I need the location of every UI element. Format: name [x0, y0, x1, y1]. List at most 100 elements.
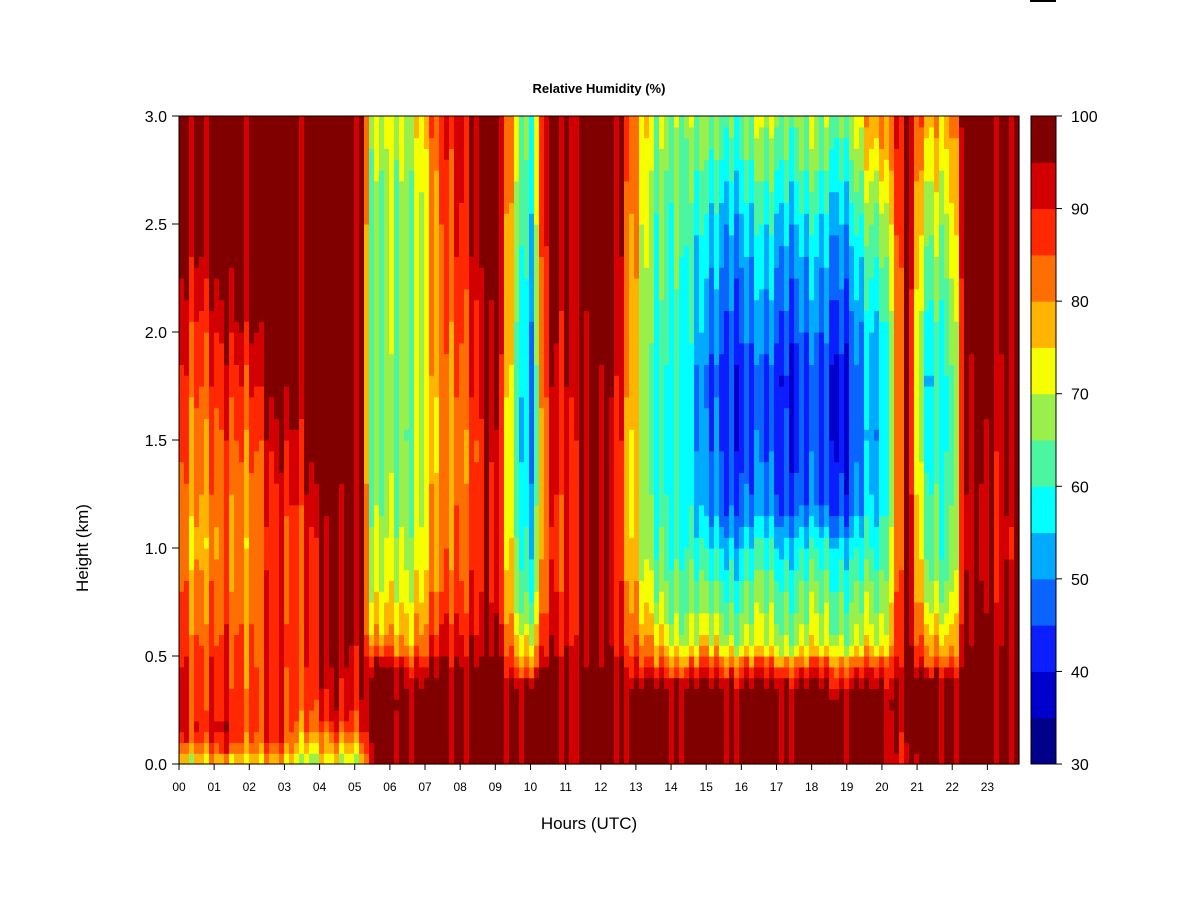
heatmap-cell [394, 137, 400, 149]
heatmap-cell [394, 602, 400, 614]
heatmap-cell [499, 569, 505, 581]
heatmap-cell [289, 321, 295, 333]
heatmap-cell [484, 537, 490, 549]
heatmap-cell [574, 375, 580, 387]
heatmap-cell [524, 645, 530, 657]
heatmap-cell [509, 731, 515, 743]
heatmap-cell [314, 720, 320, 733]
heatmap-cell [499, 537, 505, 549]
heatmap-cell [259, 656, 265, 668]
heatmap-cell [529, 612, 535, 625]
heatmap-cell [469, 688, 475, 700]
heatmap-cell [249, 558, 255, 571]
heatmap-cell [534, 137, 540, 149]
heatmap-cell [354, 126, 360, 139]
heatmap-cell [304, 148, 310, 160]
heatmap-cell [404, 656, 410, 668]
heatmap-cell [419, 602, 425, 614]
heatmap-cell [529, 407, 535, 419]
heatmap-cell [449, 472, 455, 484]
heatmap-cell [489, 256, 495, 268]
heatmap-cell [199, 591, 205, 603]
heatmap-cell [194, 526, 200, 538]
heatmap-cell [499, 440, 505, 452]
heatmap-cell [444, 202, 450, 214]
heatmap-cell [334, 526, 340, 538]
heatmap-cell [439, 288, 445, 301]
heatmap-cell [424, 429, 430, 441]
heatmap-cell [489, 450, 495, 463]
heatmap-cell [414, 321, 420, 333]
heatmap-cell [264, 548, 270, 560]
heatmap-cell [364, 580, 370, 592]
heatmap-cell [334, 580, 340, 592]
heatmap-cell [209, 245, 215, 257]
heatmap-cell [239, 472, 245, 484]
heatmap-cell [594, 623, 600, 635]
heatmap-cell [344, 278, 350, 290]
heatmap-cell [319, 602, 325, 614]
heatmap-cell [419, 310, 425, 322]
heatmap-cell [234, 645, 240, 657]
heatmap-cell [254, 116, 260, 128]
heatmap-cell [359, 710, 365, 722]
heatmap-cell [509, 526, 515, 538]
heatmap-cell [269, 515, 275, 527]
heatmap-cell [209, 288, 215, 301]
heatmap-cell [579, 537, 585, 549]
heatmap-cell [409, 278, 415, 290]
heatmap-cell [434, 429, 440, 441]
heatmap-cell [334, 191, 340, 203]
heatmap-cell [294, 656, 300, 668]
heatmap-cell [499, 494, 505, 506]
heatmap-cell [464, 753, 470, 765]
heatmap-cell [479, 364, 485, 376]
heatmap-cell [249, 180, 255, 193]
heatmap-cell [279, 623, 285, 635]
heatmap-cell [579, 656, 585, 668]
heatmap-cell [459, 537, 465, 549]
heatmap-cell [424, 580, 430, 592]
heatmap-cell [554, 288, 560, 301]
heatmap-cell [349, 591, 355, 603]
heatmap-cell [559, 483, 565, 495]
heatmap-cell [249, 602, 255, 614]
heatmap-cell [444, 526, 450, 538]
heatmap-cell [219, 245, 225, 257]
heatmap-cell [284, 310, 290, 322]
heatmap-cell [539, 504, 545, 517]
heatmap-cell [299, 202, 305, 214]
heatmap-cell [199, 116, 205, 128]
heatmap-cell [584, 342, 590, 355]
heatmap-cell [524, 375, 530, 387]
heatmap-cell [304, 710, 310, 722]
heatmap-cell [194, 645, 200, 657]
heatmap-cell [459, 580, 465, 592]
heatmap-cell [564, 396, 570, 409]
heatmap-cell [239, 429, 245, 441]
heatmap-cell [389, 753, 395, 765]
heatmap-cell [209, 580, 215, 592]
heatmap-cell [189, 429, 195, 441]
heatmap-cell [514, 116, 520, 128]
heatmap-cell [279, 440, 285, 452]
heatmap-cell [324, 342, 330, 355]
heatmap-cell [179, 267, 185, 279]
heatmap-cell [564, 375, 570, 387]
heatmap-cell [564, 612, 570, 625]
heatmap-cell [559, 666, 565, 679]
heatmap-cell [299, 548, 305, 560]
heatmap-cell [264, 332, 270, 344]
heatmap-cell [384, 731, 390, 743]
heatmap-cell [579, 634, 585, 646]
heatmap-cell [519, 396, 525, 409]
heatmap-cell [199, 342, 205, 355]
heatmap-cell [294, 234, 300, 247]
heatmap-cell [234, 375, 240, 387]
heatmap-cell [384, 310, 390, 322]
heatmap-cell [394, 418, 400, 430]
heatmap-cell [414, 288, 420, 301]
heatmap-cell [559, 386, 565, 398]
heatmap-cell [184, 386, 190, 398]
heatmap-cell [514, 278, 520, 290]
